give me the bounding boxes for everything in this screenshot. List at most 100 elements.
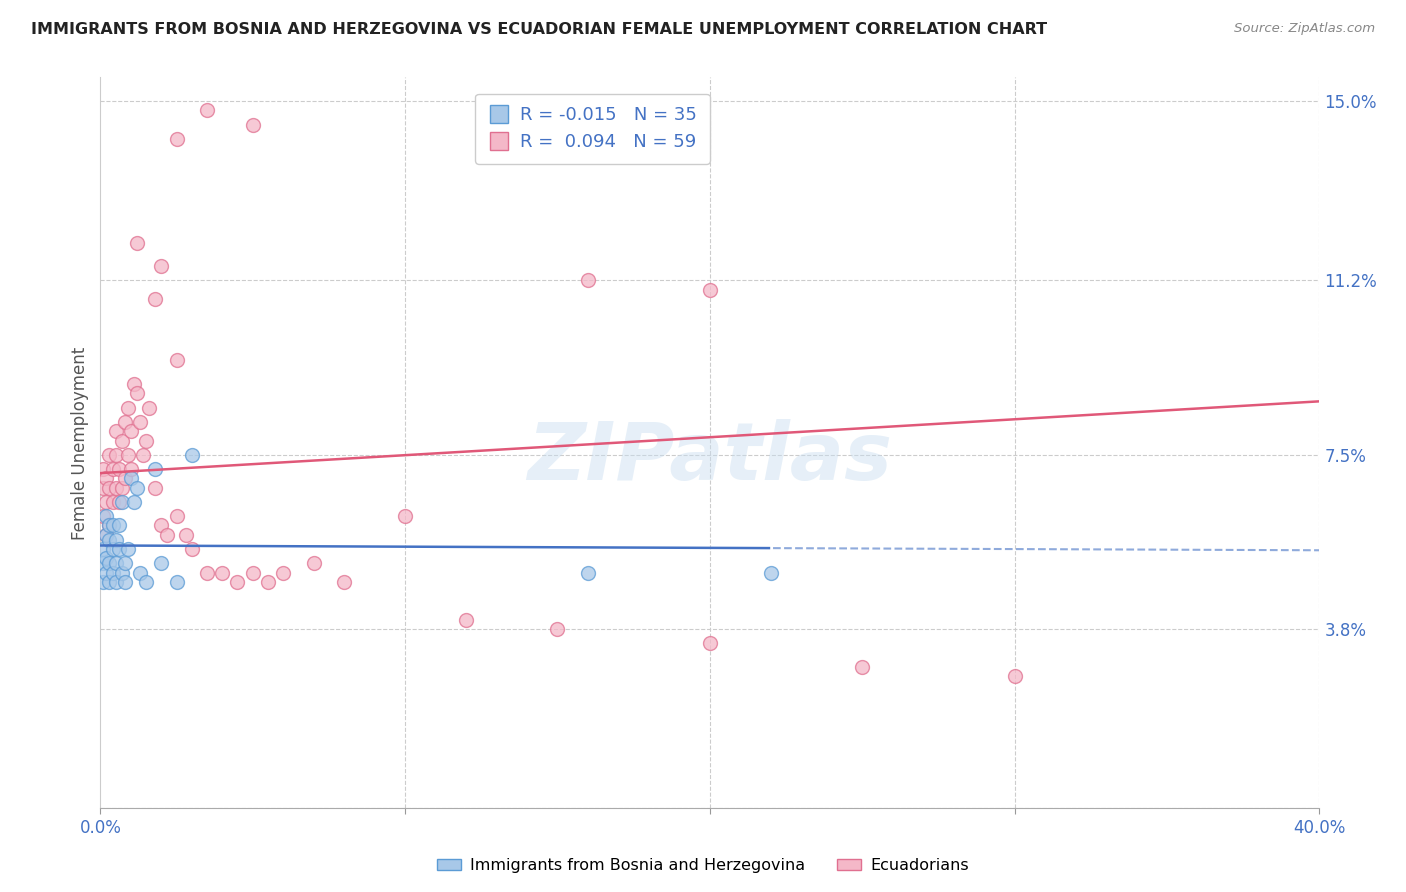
Point <box>333 575 356 590</box>
Point <box>122 376 145 391</box>
Point <box>101 462 124 476</box>
Point <box>107 495 129 509</box>
Point <box>114 575 136 590</box>
Point <box>93 575 115 590</box>
Point <box>129 415 152 429</box>
Point <box>117 448 139 462</box>
Point <box>101 495 124 509</box>
Point <box>143 481 166 495</box>
Point <box>180 542 202 557</box>
Point <box>576 273 599 287</box>
Point <box>101 518 124 533</box>
Point <box>120 471 142 485</box>
Point <box>104 533 127 547</box>
Point <box>166 509 188 524</box>
Point <box>851 660 873 674</box>
Point <box>114 556 136 570</box>
Text: Source: ZipAtlas.com: Source: ZipAtlas.com <box>1234 22 1375 36</box>
Point <box>98 518 121 533</box>
Point <box>394 509 416 524</box>
Point <box>759 566 782 580</box>
Point <box>114 471 136 485</box>
Point <box>211 566 233 580</box>
Point <box>125 386 148 401</box>
Point <box>98 518 121 533</box>
Point <box>120 424 142 438</box>
Point <box>132 448 155 462</box>
Point <box>242 118 264 132</box>
Point <box>104 448 127 462</box>
Point <box>699 283 721 297</box>
Point <box>96 551 118 566</box>
Point <box>111 434 134 448</box>
Point <box>180 448 202 462</box>
Point <box>143 462 166 476</box>
Point <box>98 556 121 570</box>
Point <box>111 566 134 580</box>
Point <box>104 424 127 438</box>
Point <box>96 509 118 524</box>
Point <box>143 292 166 306</box>
Point <box>96 495 118 509</box>
Point <box>93 542 115 557</box>
Point <box>93 556 115 570</box>
Point <box>166 353 188 368</box>
Point <box>98 533 121 547</box>
Point <box>156 528 179 542</box>
Point <box>166 575 188 590</box>
Point <box>114 415 136 429</box>
Point <box>104 575 127 590</box>
Point <box>98 481 121 495</box>
Point <box>122 495 145 509</box>
Point <box>454 613 477 627</box>
Point <box>302 556 325 570</box>
Point <box>699 636 721 650</box>
Point <box>101 566 124 580</box>
Point <box>104 481 127 495</box>
Text: ZIPatlas: ZIPatlas <box>527 418 893 497</box>
Point <box>96 471 118 485</box>
Point <box>93 481 115 495</box>
Point <box>125 235 148 250</box>
Point <box>125 481 148 495</box>
Point <box>117 542 139 557</box>
Point <box>226 575 249 590</box>
Point <box>93 509 115 524</box>
Point <box>576 566 599 580</box>
Text: IMMIGRANTS FROM BOSNIA AND HERZEGOVINA VS ECUADORIAN FEMALE UNEMPLOYMENT CORRELA: IMMIGRANTS FROM BOSNIA AND HERZEGOVINA V… <box>31 22 1047 37</box>
Point <box>166 132 188 146</box>
Point <box>107 542 129 557</box>
Point <box>242 566 264 580</box>
Point <box>107 462 129 476</box>
Point <box>195 103 218 118</box>
Legend: R = -0.015   N = 35, R =  0.094   N = 59: R = -0.015 N = 35, R = 0.094 N = 59 <box>475 94 710 164</box>
Point <box>135 575 157 590</box>
Point <box>150 556 173 570</box>
Point <box>174 528 197 542</box>
Point <box>150 259 173 273</box>
Point <box>107 518 129 533</box>
Point <box>150 518 173 533</box>
Point <box>93 462 115 476</box>
Point <box>257 575 280 590</box>
Point <box>1004 669 1026 683</box>
Point <box>104 556 127 570</box>
Point <box>138 401 160 415</box>
Point <box>98 575 121 590</box>
Y-axis label: Female Unemployment: Female Unemployment <box>72 346 89 540</box>
Point <box>195 566 218 580</box>
Point <box>98 448 121 462</box>
Point <box>271 566 294 580</box>
Point <box>96 528 118 542</box>
Point <box>96 566 118 580</box>
Point <box>111 481 134 495</box>
Point <box>120 462 142 476</box>
Point <box>101 542 124 557</box>
Point <box>135 434 157 448</box>
Point <box>96 528 118 542</box>
Point <box>111 495 134 509</box>
Point <box>117 401 139 415</box>
Legend: Immigrants from Bosnia and Herzegovina, Ecuadorians: Immigrants from Bosnia and Herzegovina, … <box>430 852 976 880</box>
Point <box>546 622 568 636</box>
Point <box>129 566 152 580</box>
